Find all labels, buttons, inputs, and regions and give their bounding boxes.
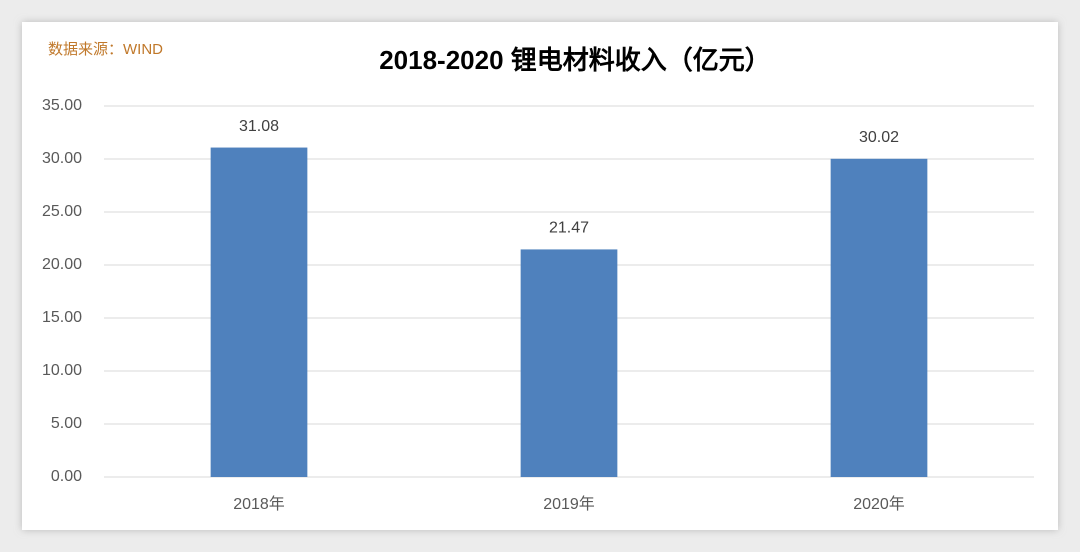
value-label: 31.08 <box>239 118 279 135</box>
value-label: 30.02 <box>859 129 899 146</box>
bar <box>210 147 308 477</box>
x-tick-label: 2020年 <box>853 495 905 513</box>
source-note: 数据来源：WIND <box>48 41 163 58</box>
y-tick-label: 10.00 <box>42 362 82 379</box>
y-tick-label: 15.00 <box>42 309 82 326</box>
y-tick-label: 25.00 <box>42 203 82 220</box>
value-label: 21.47 <box>549 220 589 237</box>
y-tick-label: 35.00 <box>42 97 82 114</box>
x-tick-label: 2019年 <box>543 495 595 513</box>
y-tick-label: 0.00 <box>51 468 82 485</box>
chart-title: 2018-2020 锂电材料收入（亿元） <box>379 45 771 75</box>
y-tick-label: 20.00 <box>42 256 82 273</box>
bar <box>830 158 928 477</box>
bar <box>520 249 618 477</box>
x-tick-label: 2018年 <box>233 495 285 513</box>
y-tick-label: 5.00 <box>51 415 82 432</box>
y-tick-label: 30.00 <box>42 150 82 167</box>
